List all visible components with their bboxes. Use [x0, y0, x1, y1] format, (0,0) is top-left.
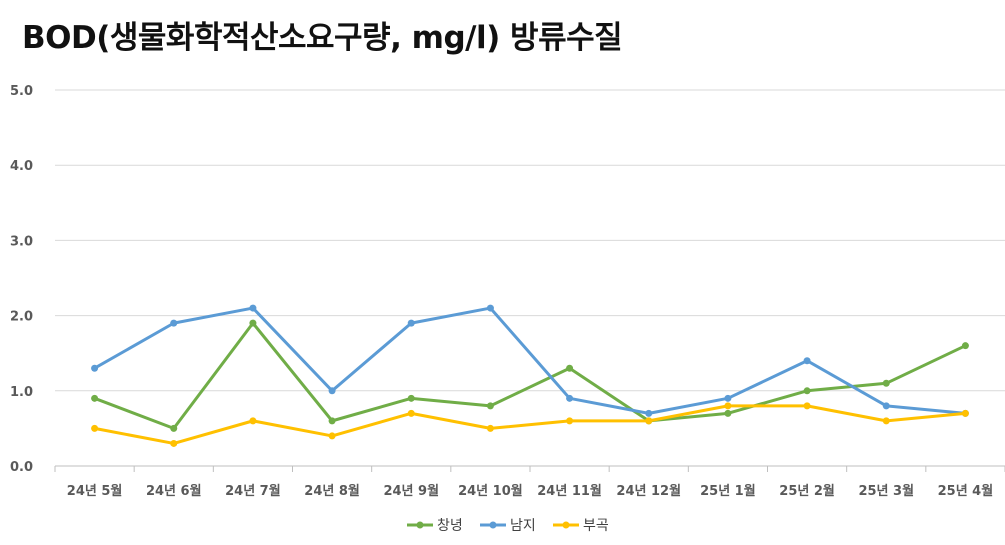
- x-axis-ticks: 24년 5월 24년 6월 24년 7월 24년 8월 24년 9월 24년 10월 24년…: [54, 466, 1005, 499]
- data-point: [170, 424, 178, 432]
- x-tick-label: 24년 9월: [383, 483, 439, 499]
- data-point: [170, 319, 178, 327]
- data-point: [961, 342, 969, 350]
- data-point: [328, 417, 336, 425]
- data-point: [566, 417, 574, 425]
- data-point: [328, 387, 336, 395]
- x-tick-label: 24년 7월: [225, 483, 281, 499]
- x-tick-label: 25년 3월: [858, 483, 914, 499]
- series-1: [91, 319, 969, 432]
- data-point: [486, 304, 494, 312]
- legend-marker: [489, 521, 497, 529]
- legend-label: 창녕: [437, 518, 463, 534]
- data-point: [645, 417, 653, 425]
- series-3: [91, 402, 969, 447]
- data-point: [882, 417, 890, 425]
- data-point: [724, 402, 732, 410]
- chart-title: BOD(생물화학적산소요구량, mg/l) 방류수질: [22, 20, 623, 56]
- legend-item: 창녕: [407, 518, 463, 534]
- y-tick-label: 0.0: [10, 460, 33, 475]
- x-tick-label: 25년 4월: [938, 483, 994, 499]
- data-point: [249, 319, 257, 327]
- data-point: [486, 402, 494, 410]
- legend-item: 부곡: [553, 518, 609, 534]
- y-tick-label: 3.0: [10, 234, 33, 249]
- series-2: [91, 304, 969, 417]
- data-point: [803, 387, 811, 395]
- y-tick-label: 4.0: [10, 159, 33, 174]
- y-tick-label: 1.0: [10, 385, 33, 400]
- data-point: [961, 409, 969, 417]
- data-point: [803, 402, 811, 410]
- grid-lines: [55, 89, 1005, 467]
- data-point: [170, 439, 178, 447]
- x-tick-label: 24년 10월: [458, 483, 523, 499]
- data-point: [249, 417, 257, 425]
- x-tick-label: 24년 5월: [67, 483, 123, 499]
- data-point: [724, 394, 732, 402]
- legend-label: 부곡: [583, 518, 609, 534]
- legend-marker: [416, 521, 424, 529]
- x-tick-label: 24년 6월: [146, 483, 202, 499]
- data-point: [486, 424, 494, 432]
- x-tick-label: 24년 11월: [537, 483, 602, 499]
- data-point: [407, 394, 415, 402]
- y-tick-label: 2.0: [10, 310, 33, 325]
- data-point: [91, 394, 99, 402]
- data-point: [566, 364, 574, 372]
- data-point: [882, 379, 890, 387]
- data-point: [724, 409, 732, 417]
- legend-label: 남지: [510, 518, 536, 534]
- data-point: [91, 424, 99, 432]
- x-tick-label: 25년 1월: [700, 483, 756, 499]
- data-point: [803, 357, 811, 365]
- y-tick-label: 5.0: [10, 84, 33, 99]
- series-line: [93, 404, 967, 445]
- legend: 창녕 남지 부곡: [407, 518, 609, 534]
- x-tick-label: 24년 8월: [304, 483, 360, 499]
- data-point: [566, 394, 574, 402]
- series-line: [93, 306, 967, 415]
- data-point: [407, 409, 415, 417]
- x-tick-label: 24년 12월: [616, 483, 681, 499]
- x-tick-label: 25년 2월: [779, 483, 835, 499]
- series-group: [91, 304, 969, 447]
- legend-item: 남지: [480, 518, 536, 534]
- data-point: [249, 304, 257, 312]
- data-point: [645, 409, 653, 417]
- legend-marker: [562, 521, 570, 529]
- data-point: [882, 402, 890, 410]
- data-point: [328, 432, 336, 440]
- y-axis-ticks: 0.0 1.0 2.0 3.0 4.0 5.0: [10, 84, 33, 475]
- data-point: [91, 364, 99, 372]
- data-point: [407, 319, 415, 327]
- series-line: [93, 321, 967, 430]
